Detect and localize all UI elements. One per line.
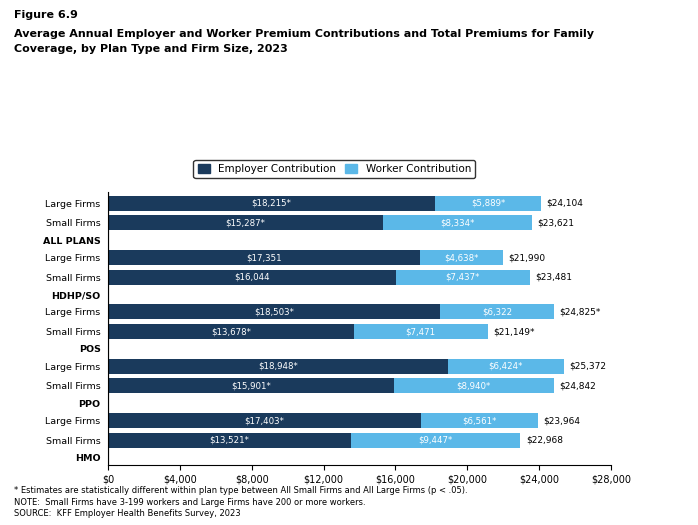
- Text: NOTE:  Small Firms have 3-199 workers and Large Firms have 200 or more workers.: NOTE: Small Firms have 3-199 workers and…: [14, 498, 366, 507]
- Text: Coverage, by Plan Type and Firm Size, 2023: Coverage, by Plan Type and Firm Size, 20…: [14, 44, 288, 54]
- Text: $9,447*: $9,447*: [419, 436, 453, 445]
- Text: SOURCE:  KFF Employer Health Benefits Survey, 2023: SOURCE: KFF Employer Health Benefits Sur…: [14, 509, 241, 518]
- Text: Figure 6.9: Figure 6.9: [14, 10, 78, 20]
- Bar: [354, 324, 488, 339]
- Text: $7,437*: $7,437*: [446, 272, 480, 282]
- Bar: [108, 196, 435, 211]
- Bar: [108, 359, 448, 374]
- Text: $6,322: $6,322: [482, 308, 512, 317]
- Bar: [108, 304, 440, 319]
- Text: $22,968: $22,968: [526, 436, 563, 445]
- Text: $23,481: $23,481: [535, 272, 572, 282]
- Text: $24,825*: $24,825*: [559, 308, 600, 317]
- Text: $7,471: $7,471: [406, 327, 436, 336]
- Bar: [108, 250, 419, 265]
- Legend: Employer Contribution, Worker Contribution: Employer Contribution, Worker Contributi…: [193, 160, 475, 178]
- Bar: [108, 413, 421, 428]
- Text: $5,889*: $5,889*: [471, 198, 505, 208]
- Text: $24,104: $24,104: [547, 198, 583, 208]
- Text: $18,215*: $18,215*: [252, 198, 292, 208]
- Bar: [108, 379, 394, 393]
- Bar: [108, 433, 351, 448]
- Text: $6,561*: $6,561*: [462, 416, 496, 425]
- Text: $18,503*: $18,503*: [254, 308, 294, 317]
- Text: $23,964: $23,964: [544, 416, 581, 425]
- Text: $21,990: $21,990: [508, 253, 545, 262]
- Text: $21,149*: $21,149*: [493, 327, 535, 336]
- Bar: [419, 250, 503, 265]
- Bar: [421, 413, 538, 428]
- Bar: [394, 379, 554, 393]
- Text: $13,678*: $13,678*: [211, 327, 251, 336]
- Text: $15,287*: $15,287*: [225, 218, 265, 227]
- Bar: [383, 215, 532, 230]
- Text: $18,948*: $18,948*: [258, 362, 298, 371]
- Text: $6,424*: $6,424*: [489, 362, 523, 371]
- Bar: [435, 196, 541, 211]
- Text: $4,638*: $4,638*: [444, 253, 478, 262]
- Text: * Estimates are statistically different within plan type between All Small Firms: * Estimates are statistically different …: [14, 486, 468, 495]
- Bar: [440, 304, 554, 319]
- Bar: [351, 433, 521, 448]
- Bar: [448, 359, 563, 374]
- Text: $24,842: $24,842: [559, 382, 596, 391]
- Bar: [108, 215, 383, 230]
- Text: $17,351: $17,351: [246, 253, 282, 262]
- Bar: [108, 324, 354, 339]
- Bar: [396, 270, 530, 285]
- Text: Average Annual Employer and Worker Premium Contributions and Total Premiums for : Average Annual Employer and Worker Premi…: [14, 29, 594, 39]
- Text: $16,044: $16,044: [235, 272, 270, 282]
- Bar: [108, 270, 396, 285]
- Text: $15,901*: $15,901*: [231, 382, 271, 391]
- Text: $17,403*: $17,403*: [244, 416, 284, 425]
- Text: $8,334*: $8,334*: [440, 218, 475, 227]
- Text: $23,621: $23,621: [537, 218, 574, 227]
- Text: $25,372: $25,372: [569, 362, 606, 371]
- Text: $13,521*: $13,521*: [209, 436, 249, 445]
- Text: $8,940*: $8,940*: [456, 382, 491, 391]
